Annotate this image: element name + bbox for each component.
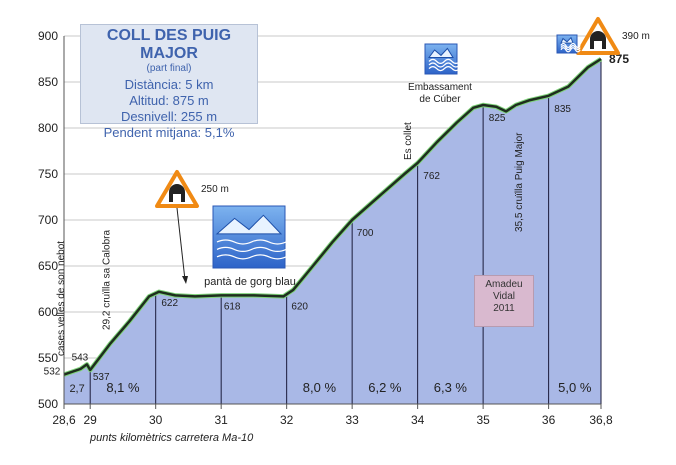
water-wave: [216, 254, 287, 260]
info-elevation-gain: Desnivell: 255 m: [120, 109, 218, 124]
x-tick-label: 31: [214, 413, 228, 427]
elevation-label: 875: [609, 52, 629, 66]
x-tick-label: 30: [149, 413, 163, 427]
gradient-label: 2,7: [69, 383, 84, 395]
elevation-label: 700: [357, 228, 374, 239]
mountain-shape: [428, 47, 454, 58]
info-distance: Distància: 5 km: [124, 77, 214, 92]
lake-icon: [424, 43, 461, 75]
y-tick-label: 650: [38, 259, 58, 273]
chart-icons: [155, 17, 620, 284]
water-wave: [216, 239, 287, 245]
annotation-label: cases velles de son nebot: [56, 241, 67, 356]
credit-box: Amadeu Vidal 2011: [474, 275, 534, 327]
profile-line: [63, 57, 602, 376]
x-tick-label: 28,6: [52, 413, 76, 427]
annotation-label: de Cúber: [419, 94, 461, 105]
annotation-label: 29,2 cruïlla sa Calobra: [101, 230, 112, 330]
x-tick-label: 35: [476, 413, 490, 427]
elevation-label: 532: [44, 367, 61, 378]
y-tick-label: 550: [38, 351, 58, 365]
elevation-label: 618: [224, 301, 241, 312]
elevation-label: 622: [161, 298, 178, 309]
y-tick-label: 800: [38, 121, 58, 135]
info-subtitle: (part final): [146, 63, 192, 74]
credit-line: 2011: [493, 303, 515, 314]
annotation-label: 35,5 cruïlla Puig Major: [514, 132, 525, 232]
gradient-label: 6,3 %: [434, 380, 468, 395]
elevation-label: 825: [489, 113, 506, 124]
water-wave: [428, 58, 461, 64]
water-wave: [428, 66, 461, 72]
lake-icon: [212, 205, 287, 269]
x-tick-label: 32: [280, 413, 294, 427]
tunnel-length-label: 390 m: [622, 31, 650, 42]
y-tick-label: 700: [38, 213, 58, 227]
elevation-label: 537: [93, 372, 110, 383]
y-tick-label: 500: [38, 397, 58, 411]
tunnel-arrow: [176, 207, 186, 281]
tunnel-icon: [576, 17, 620, 55]
annotation-label: Es collet: [403, 122, 414, 160]
lake-background: [424, 43, 458, 75]
tunnel-opening: [173, 194, 181, 202]
tunnel-opening: [594, 41, 602, 49]
x-tick-label: 34: [411, 413, 425, 427]
water-wave: [560, 45, 581, 51]
tunnel-icon: [155, 170, 199, 208]
annotation-label: pantà de gorg blau: [204, 276, 296, 288]
x-tick-label: 29: [84, 413, 98, 427]
gradient-label: 8,1 %: [106, 380, 140, 395]
tunnel-arrow-head: [182, 276, 188, 284]
elevation-label: 835: [554, 104, 571, 115]
water-wave: [560, 42, 581, 49]
mountain-shape: [560, 36, 574, 44]
gradient-label: 8,0 %: [303, 380, 337, 395]
info-box: COLL DES PUIG MAJOR (part final) Distànc…: [80, 24, 258, 140]
mountain-shape: [215, 214, 283, 235]
chart-axes: 500 550 600 650 700 750 800 850 900 28,6 29 30 31 32 3…: [38, 29, 613, 427]
y-tick-label: 850: [38, 75, 58, 89]
chart-labels: 532 543 537 622 618 620 700 762 825 835 875 2,7 8,1 …: [44, 31, 650, 395]
gradient-label: 6,2 %: [368, 380, 402, 395]
info-title: COLL DES PUIG MAJOR: [106, 27, 232, 62]
lake-icon: [556, 34, 581, 54]
y-tick-label: 750: [38, 167, 58, 181]
x-tick-label: 36,8: [589, 413, 613, 427]
tunnel-length-label: 250 m: [201, 184, 229, 195]
credit-line: Vidal: [492, 291, 516, 302]
elevation-label: 620: [291, 302, 308, 313]
info-average-gradient: Pendent mitjana: 5,1%: [103, 125, 235, 140]
y-tick-label: 900: [38, 29, 58, 43]
water-wave: [560, 47, 581, 53]
credit-line: Amadeu: [485, 279, 523, 290]
elevation-area: [64, 59, 601, 404]
x-tick-label: 36: [542, 413, 556, 427]
gradient-label: 5,0 %: [558, 380, 592, 395]
elevation-label: 762: [423, 171, 440, 182]
elevation-label: 543: [72, 352, 89, 363]
water-wave: [428, 62, 461, 68]
chart-profile: [63, 57, 603, 377]
chart-area: [64, 59, 601, 404]
chart-dividers: [63, 59, 602, 404]
water-wave: [216, 246, 287, 252]
info-altitude: Altitud: 875 m: [129, 93, 209, 108]
x-tick-label: 33: [345, 413, 359, 427]
annotation-label: Embassament: [408, 82, 472, 93]
y-tick-label: 600: [38, 305, 58, 319]
x-axis-caption: punts kilomètrics carretera Ma-10: [90, 432, 254, 444]
